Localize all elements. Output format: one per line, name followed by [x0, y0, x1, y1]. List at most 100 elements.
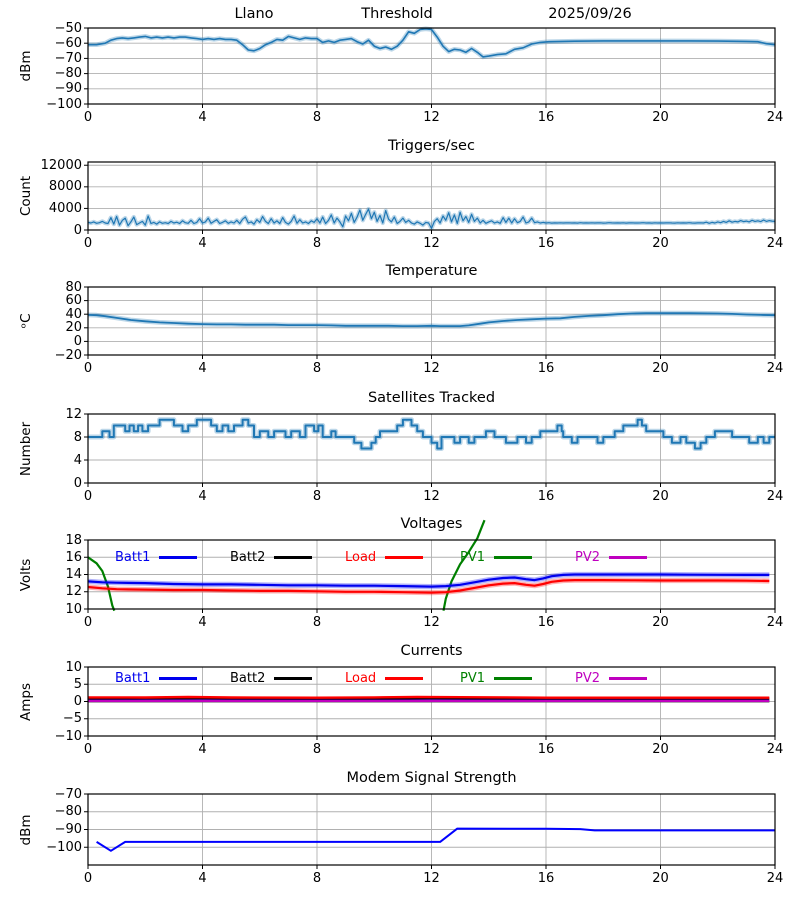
- x-tick-label: 20: [652, 489, 669, 504]
- x-tick-label: 16: [537, 871, 555, 886]
- x-tick-label: 24: [766, 489, 784, 504]
- series-satellites: [88, 418, 775, 450]
- legend-label: PV1: [460, 550, 486, 565]
- chart-title: Satellites Tracked: [367, 390, 496, 406]
- x-tick-label: 0: [83, 489, 93, 504]
- legend-entry-pv2: PV2: [575, 671, 648, 686]
- x-tick-label: 0: [83, 110, 93, 125]
- y-tick-label: 0: [73, 333, 82, 349]
- y-tick-label: 10: [65, 601, 82, 617]
- x-tick-label: 0: [83, 615, 93, 630]
- x-tick-label: 12: [423, 615, 440, 630]
- y-tick-label: −100: [46, 839, 82, 855]
- x-tick-label: 4: [198, 742, 207, 757]
- x-tick-label: 8: [312, 742, 322, 757]
- y-tick-label: −60: [54, 35, 82, 51]
- y-tick-label: −80: [54, 804, 82, 820]
- legend-line-sample: [494, 556, 533, 559]
- legend-label: PV1: [460, 671, 486, 686]
- x-tick-label: 12: [423, 489, 440, 504]
- y-tick-label: 14: [65, 567, 82, 582]
- y-tick-label: 18: [65, 532, 82, 548]
- y-tick-label: 80: [65, 279, 82, 295]
- y-tick-label: 0: [73, 694, 82, 709]
- y-tick-label: −90: [54, 81, 82, 97]
- y-tick-label: −100: [46, 96, 82, 112]
- chart-title: Voltages: [400, 516, 463, 532]
- x-tick-label: 12: [423, 742, 440, 757]
- legend-label: Batt2: [230, 550, 266, 565]
- x-tick-label: 24: [766, 742, 784, 757]
- y-tick-label: −10: [54, 728, 82, 744]
- x-tick-label: 20: [652, 615, 669, 630]
- station-name: Llano: [234, 6, 274, 22]
- x-tick-label: 20: [652, 110, 669, 125]
- legend-entry-load: Load: [345, 671, 424, 686]
- legend-line-sample: [609, 677, 648, 680]
- legend-line-sample: [385, 556, 424, 559]
- plot-area: Batt1 Batt2 Load PV1 PV2: [84, 666, 776, 740]
- x-tick-label: 8: [312, 871, 322, 886]
- y-tick-label: 16: [65, 549, 82, 565]
- x-tick-label: 16: [537, 110, 555, 125]
- legend-label: PV2: [575, 671, 601, 686]
- y-tick-label: 0: [73, 222, 82, 238]
- legend-line-sample: [609, 556, 648, 559]
- x-tick-label: 16: [537, 742, 555, 757]
- chart-title: Triggers/sec: [388, 138, 475, 154]
- y-tick-label: 8000: [48, 179, 82, 195]
- y-tick-label: 12000: [40, 157, 82, 173]
- plot-canvas: [84, 161, 776, 234]
- plot-area: [84, 161, 776, 234]
- x-tick-label: 16: [537, 489, 555, 504]
- x-tick-label: 0: [83, 871, 93, 886]
- y-tick-label: −80: [54, 66, 82, 82]
- legend-label: Batt2: [230, 671, 266, 686]
- x-tick-label: 16: [537, 361, 555, 376]
- legend-entry-batt1: Batt1: [115, 550, 198, 565]
- x-tick-label: 12: [423, 110, 440, 125]
- series-triggers: [87, 208, 776, 230]
- legend-label: Batt1: [115, 671, 151, 686]
- plot-canvas: [84, 519, 776, 613]
- y-tick-label: 8: [73, 429, 82, 445]
- legend-line-sample: [494, 677, 533, 680]
- legend-entry-pv2: PV2: [575, 550, 648, 565]
- legend-entry-batt2: Batt2: [230, 550, 313, 565]
- y-tick-label: 10: [65, 659, 82, 675]
- series-batt1: [87, 573, 770, 588]
- x-tick-label: 24: [766, 361, 784, 376]
- y-tick-label: −70: [54, 786, 82, 802]
- y-tick-label: 12: [65, 584, 82, 600]
- x-tick-label: 20: [652, 871, 669, 886]
- x-tick-label: 4: [198, 489, 207, 504]
- series-temperature: [87, 312, 776, 327]
- plot-canvas: [84, 793, 776, 869]
- legend-entry-pv1: PV1: [460, 671, 533, 686]
- x-tick-label: 8: [312, 615, 322, 630]
- chart-title: Currents: [400, 643, 463, 659]
- y-tick-label: 4000: [48, 200, 82, 216]
- x-tick-label: 24: [766, 615, 784, 630]
- legend-line-sample: [274, 677, 313, 680]
- legend-label: PV2: [575, 550, 601, 565]
- series-modem-rssi: [96, 827, 775, 852]
- plot-area: [84, 286, 776, 359]
- legend-label: Load: [345, 550, 377, 565]
- x-tick-label: 0: [83, 742, 93, 757]
- series-load: [87, 695, 770, 699]
- chart-title: Temperature: [385, 263, 478, 279]
- legend-line-sample: [159, 677, 198, 680]
- series-load: [87, 578, 770, 594]
- y-tick-label: 40: [65, 306, 82, 322]
- x-tick-label: 16: [537, 615, 555, 630]
- y-tick-label: −20: [54, 347, 82, 363]
- legend-label: Batt1: [115, 550, 151, 565]
- plot-canvas: [84, 413, 776, 487]
- plot-area: [84, 26, 776, 108]
- x-tick-label: 0: [83, 361, 93, 376]
- plot-area: [84, 793, 776, 869]
- series-pv1-afternoon: [442, 519, 486, 611]
- x-tick-label: 8: [312, 361, 322, 376]
